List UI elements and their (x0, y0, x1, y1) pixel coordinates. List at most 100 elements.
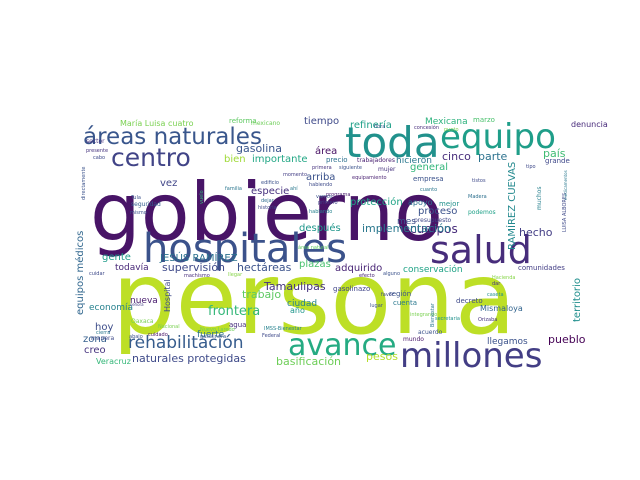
word-primero: primero (318, 200, 338, 206)
word-cuanto: cuanto (420, 187, 437, 193)
word-hacienda: Hacienda (492, 275, 515, 281)
word-luisa-albores: LUISA ALBORES (562, 193, 568, 232)
word-vuelo: vuelo (199, 190, 205, 204)
word-hecho: hecho (519, 226, 553, 239)
word-equipo: equipo (440, 117, 556, 157)
word-cuerpos: cuerpos (410, 222, 458, 236)
word-cinco: cinco (442, 150, 471, 163)
word-persona: persona (112, 240, 516, 357)
word-hoy: hoy (95, 322, 113, 333)
word-fuerte: fuerte (197, 330, 225, 340)
word-siguiente: siguiente (339, 165, 362, 171)
word-programa: programa (326, 192, 350, 198)
word-trabajo: trabajo (242, 288, 281, 301)
word-hectareas: hectáreas (237, 261, 292, 274)
word-mejor: mejor (439, 200, 459, 208)
word-cuidar: cuidar (89, 271, 106, 277)
word-federal: Federal (262, 333, 280, 339)
word-mexicana: Mexicana (425, 117, 468, 127)
word-madera: Madera (468, 194, 487, 200)
word-hospital: Hospital (163, 279, 172, 312)
word-llegar: llegar (228, 272, 243, 278)
word-senora: señora (130, 302, 144, 307)
word-caseta: caseta (487, 292, 504, 298)
word-nuevo-laredo: Nuevo Laredo (200, 327, 235, 333)
word-jesus-ramirez: JESÚS RAMÍREZ (159, 251, 238, 264)
word-presente: presente (86, 148, 108, 154)
word-imss-bienestar: IMSS-Bienestar (264, 326, 303, 332)
word-hospitales: hospitales (143, 226, 347, 272)
word-plazas: plazas (299, 259, 331, 270)
word-economia: economía (89, 303, 133, 313)
word-decreto: decreto (456, 297, 483, 305)
word-despues: después (299, 222, 341, 234)
word-basificacion: basificación (276, 355, 341, 368)
word-creo: creo (84, 345, 106, 356)
word-ciudad: ciudad (287, 299, 317, 309)
word-proteccion: protección (350, 196, 403, 208)
word-cierra: cierra (96, 330, 110, 336)
word-apoyo: apoyo (408, 198, 433, 207)
word-proceso: proceso (418, 206, 457, 217)
word-familia: familia (225, 186, 242, 192)
word-hicieron: hicieron (396, 156, 432, 166)
word-mes: mes (397, 217, 416, 227)
word-nueva: nueva (130, 296, 158, 306)
word-trabajadores: trabajadores (357, 157, 395, 164)
word-cabo: cabo (93, 155, 105, 161)
word-importante: importante (252, 154, 308, 165)
word-lugar: lugar (370, 303, 384, 309)
word-gasolinera: gasolinera (200, 334, 226, 340)
word-vez: vez (160, 178, 177, 189)
word-ramirez-cuevas: RAMÍREZ CUEVAS (505, 162, 518, 250)
word-acuerdo: acuerdo (418, 329, 443, 336)
word-naturales-protegidas: naturales protegidas (132, 352, 246, 365)
word-bienestar: Bienestar (430, 302, 436, 327)
word-nacional: Nacional (158, 324, 180, 330)
word-medicamentos: medicamentos (563, 170, 568, 200)
word-favor: favor (381, 292, 395, 298)
word-salud: salud (430, 228, 532, 272)
word-mundo: mundo (403, 336, 424, 343)
word-avance: avance (288, 328, 397, 363)
word-mismo: mismo (130, 210, 147, 216)
word-tipo: tipo (526, 164, 536, 170)
word-flora: flora (374, 124, 385, 130)
word-reforma: reforma (229, 117, 257, 125)
word-concesion: concesión (414, 124, 439, 131)
word-refineria: refinería (350, 119, 392, 131)
word-primera: primera (312, 165, 332, 171)
word-edificio: edificio (261, 180, 279, 186)
word-zona: zona (83, 334, 107, 345)
word-parte: parte (478, 150, 508, 163)
word-hablando: hablando (309, 209, 332, 215)
word-region: región (389, 290, 411, 298)
word-integrando: integrando (410, 312, 437, 318)
word-mujer: mujer (378, 166, 396, 173)
word-abajo: abajo (129, 334, 143, 340)
word-oaxaca: Oaxaca (131, 318, 154, 325)
word-ano: año (290, 306, 305, 315)
word-efecto: efecto (359, 273, 375, 279)
word-supervision: supervisión (162, 261, 225, 274)
word-conservacion: conservación (403, 264, 463, 275)
word-tiempo: tiempo (304, 116, 339, 127)
word-punto: punto (444, 127, 459, 133)
word-tistos: tistos (472, 178, 486, 184)
word-directamente: directamente (81, 166, 87, 200)
word-arriba: arriba (306, 172, 335, 183)
word-general: general (410, 162, 448, 173)
word-seguridad: seguridad (131, 201, 161, 208)
word-pueblo: pueblo (548, 333, 586, 346)
word-mexicano: mexicano (251, 120, 280, 127)
word-machismo: machismo (184, 273, 210, 279)
word-area: área (315, 145, 337, 157)
word-grande: grande (545, 157, 570, 165)
word-equipamiento: equipamiento (352, 175, 387, 181)
word-ahi: ahí (290, 185, 298, 192)
word-presupuesto: presupuesto (414, 217, 452, 224)
word-dar: dar (492, 281, 501, 287)
word-comunidades: comunidades (518, 264, 565, 272)
